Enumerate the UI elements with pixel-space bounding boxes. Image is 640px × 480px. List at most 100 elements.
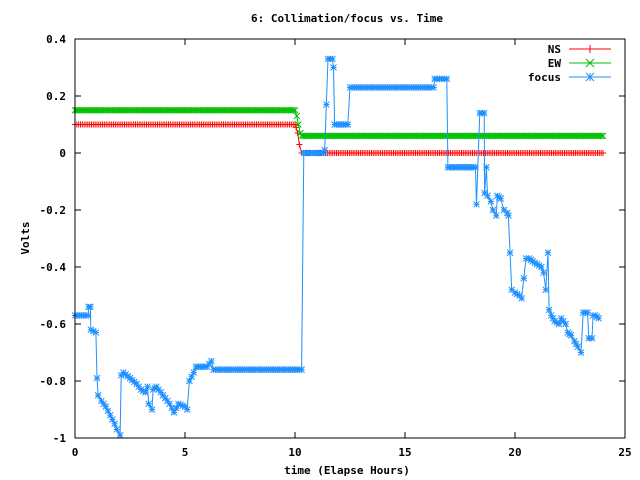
y-tick-label: -0.8 [40,375,67,388]
y-tick-label: 0 [59,147,66,160]
star-marker [102,403,110,411]
star-marker [109,416,116,423]
star-marker [518,294,525,302]
axes-layer: 0 5 10 15 20 25 -1 -0.8 -0.6 -0.4 -0.2 0 0.2 0.4 [40,33,632,459]
star-marker [137,386,145,393]
star-marker [520,275,528,282]
star-marker [145,400,153,408]
y-tick-label: -0.4 [40,261,67,274]
y-tick-label: 0.4 [46,33,66,46]
star-marker [489,206,497,214]
cross-marker [599,132,607,140]
star-marker [186,377,193,385]
plus-marker [586,45,594,53]
star-marker [483,163,490,171]
star-marker [208,357,215,365]
plus-marker [600,150,606,156]
star-marker [572,340,580,348]
y-tick-label: -0.6 [40,318,67,331]
plus-marker [292,121,298,128]
star-marker [540,269,547,277]
x-tick-label: 15 [398,446,411,459]
y-tick-label: -0.2 [40,204,67,217]
legend-label-ew: EW [548,57,562,70]
star-marker [555,320,563,328]
star-marker [87,326,95,334]
star-marker [94,391,102,399]
star-marker [111,420,118,428]
cross-marker [289,106,297,114]
star-marker [170,408,178,416]
star-marker [168,404,176,412]
star-marker [588,334,596,342]
star-marker [183,406,191,413]
star-marker [487,198,495,205]
y-tick-label: 0.2 [46,90,66,103]
plus-marker [294,130,301,137]
star-marker [562,320,569,328]
star-marker [547,312,555,319]
cross-marker [585,58,595,68]
x-axis-label: time (Elapse Hours) [284,464,410,477]
star-marker [188,373,195,381]
star-marker [90,327,97,335]
star-marker [144,383,151,391]
x-tick-label: 5 [182,446,189,459]
star-marker [177,401,184,409]
star-marker [175,400,182,408]
x-tick-label: 10 [288,446,301,459]
x-tick-label: 25 [618,446,631,459]
star-marker [330,64,337,71]
star-marker [472,163,479,171]
star-marker [298,366,305,373]
star-marker [148,406,156,413]
series-layer [71,55,607,439]
cross-marker [293,112,301,120]
cross-marker [597,132,605,140]
star-marker [166,400,173,408]
x-tick-label: 20 [508,446,521,459]
star-marker [584,309,591,316]
plus-marker [296,141,303,148]
star-marker [322,101,330,108]
star-marker [473,200,480,208]
star-marker [506,249,514,257]
star-marker [172,404,180,412]
star-marker [535,262,543,269]
star-marker [443,75,451,83]
star-marker [538,263,545,271]
star-marker [505,212,512,220]
star-marker [321,146,329,154]
star-marker [545,306,553,314]
star-marker [484,192,491,200]
star-marker [344,121,352,128]
y-axis-label: Volts [19,221,32,254]
star-marker [142,389,149,396]
star-marker [542,286,550,294]
star-marker [87,303,94,311]
star-marker [585,72,595,82]
cross-marker [294,121,302,128]
star-marker [497,195,505,202]
star-marker [508,286,516,294]
star-marker [567,332,575,339]
star-marker [595,314,602,322]
star-marker [179,402,187,410]
star-marker [533,260,541,268]
star-marker [84,312,92,319]
star-marker [492,212,500,220]
star-marker [104,407,112,415]
star-marker [320,149,327,157]
star-marker [480,109,488,117]
star-marker [544,249,552,257]
x-tick-label: 0 [72,446,79,459]
plot-frame [74,38,626,439]
legend-label-focus: focus [528,71,561,84]
star-marker [92,329,100,336]
star-marker [551,317,558,325]
star-marker [190,369,198,376]
star-marker [553,319,561,326]
